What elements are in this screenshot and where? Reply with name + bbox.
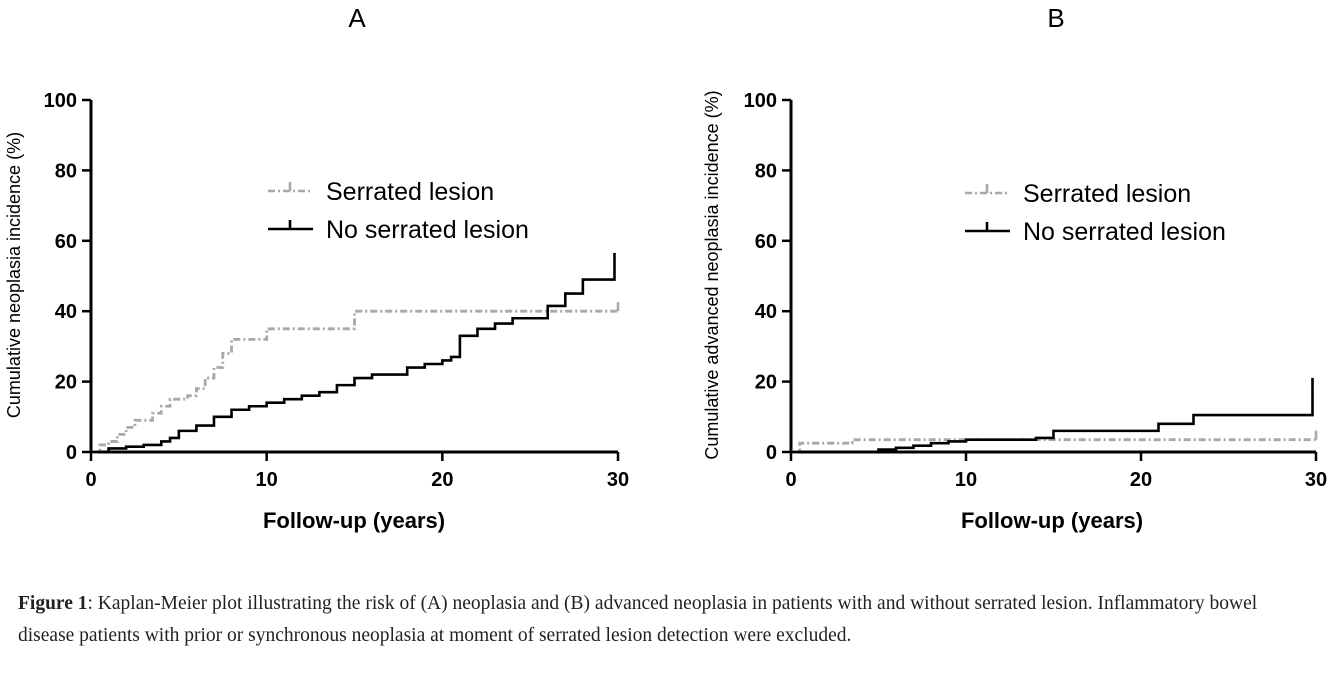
y-tick-label: 100 xyxy=(44,90,77,112)
y-tick-label: 20 xyxy=(55,372,77,394)
y-tick-label: 80 xyxy=(755,160,777,182)
caption-label: Figure 1 xyxy=(18,593,88,614)
series-line-no-serrated-lesion xyxy=(791,386,1314,454)
caption-text: : Kaplan-Meier plot illustrating the ris… xyxy=(18,593,1258,646)
series-line-no-serrated-lesion xyxy=(91,261,616,454)
x-tick-label: 20 xyxy=(431,469,453,491)
panel-b: B Cumulative advanced neoplasia incidenc… xyxy=(702,3,1327,533)
panel-label: A xyxy=(348,3,366,33)
legend-label: Serrated lesion xyxy=(326,178,494,206)
y-tick-label: 60 xyxy=(55,231,77,253)
legend-label: Serrated lesion xyxy=(1023,180,1191,208)
x-tick-label: 20 xyxy=(1130,469,1152,491)
panel-label: B xyxy=(1047,3,1064,33)
x-tick-label: 0 xyxy=(785,469,796,491)
y-tick-label: 0 xyxy=(766,442,777,464)
series-line-serrated-lesion xyxy=(91,309,618,454)
legend-label: No serrated lesion xyxy=(326,216,529,244)
x-axis-label: Follow-up (years) xyxy=(263,508,445,533)
x-tick-label: 30 xyxy=(607,469,629,491)
y-tick-label: 80 xyxy=(55,160,77,182)
x-axis-label: Follow-up (years) xyxy=(961,508,1143,533)
y-tick-label: 60 xyxy=(755,231,777,253)
x-tick-label: 0 xyxy=(85,469,96,491)
y-tick-label: 0 xyxy=(66,442,77,464)
panel-a: A Cumulative neoplasia incidence (%) Fol… xyxy=(4,3,629,533)
y-tick-label: 20 xyxy=(755,372,777,394)
y-tick-label: 40 xyxy=(755,301,777,323)
y-tick-label: 100 xyxy=(744,90,777,112)
y-tick-label: 40 xyxy=(55,301,77,323)
y-axis-label: Cumulative advanced neoplasia incidence … xyxy=(702,90,722,459)
y-axis-label: Cumulative neoplasia incidence (%) xyxy=(4,132,24,418)
x-tick-label: 10 xyxy=(256,469,278,491)
figure-caption: Figure 1: Kaplan-Meier plot illustrating… xyxy=(18,588,1318,652)
x-tick-label: 10 xyxy=(955,469,977,491)
x-tick-label: 30 xyxy=(1305,469,1327,491)
series-line-serrated-lesion xyxy=(791,438,1316,454)
legend-label: No serrated lesion xyxy=(1023,218,1226,246)
